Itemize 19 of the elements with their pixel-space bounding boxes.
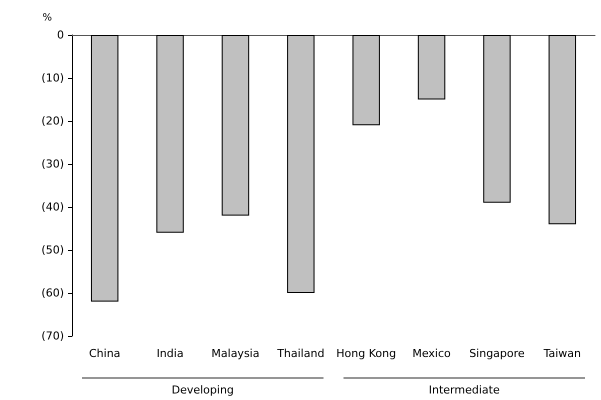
x-tick-label: Malaysia [211,347,260,360]
y-tick-label: (10) [41,72,64,84]
text: Developing [172,384,234,396]
x-tick-label: Mexico [412,347,452,360]
y-tick-label: (20) [41,114,64,128]
y-tick-label: (60) [41,286,64,300]
y-tick-label: 0 [57,28,64,42]
x-tick-label: China [88,347,120,360]
x-tick-label: Taiwan [542,347,582,360]
y-tick-label: (50) [41,244,64,256]
y-tick-label: (30) [41,158,64,170]
y-tick-label: (70) [41,330,64,342]
text: Intermediate [428,384,500,396]
x-tick-label: Singapore [469,347,525,360]
x-tick-label: India [156,347,184,360]
x-tick-label: Thailand [276,347,324,360]
y-axis-title: % [42,12,52,24]
x-tick-label: Hong Kong [336,347,396,360]
y-tick-label: (40) [41,200,64,214]
